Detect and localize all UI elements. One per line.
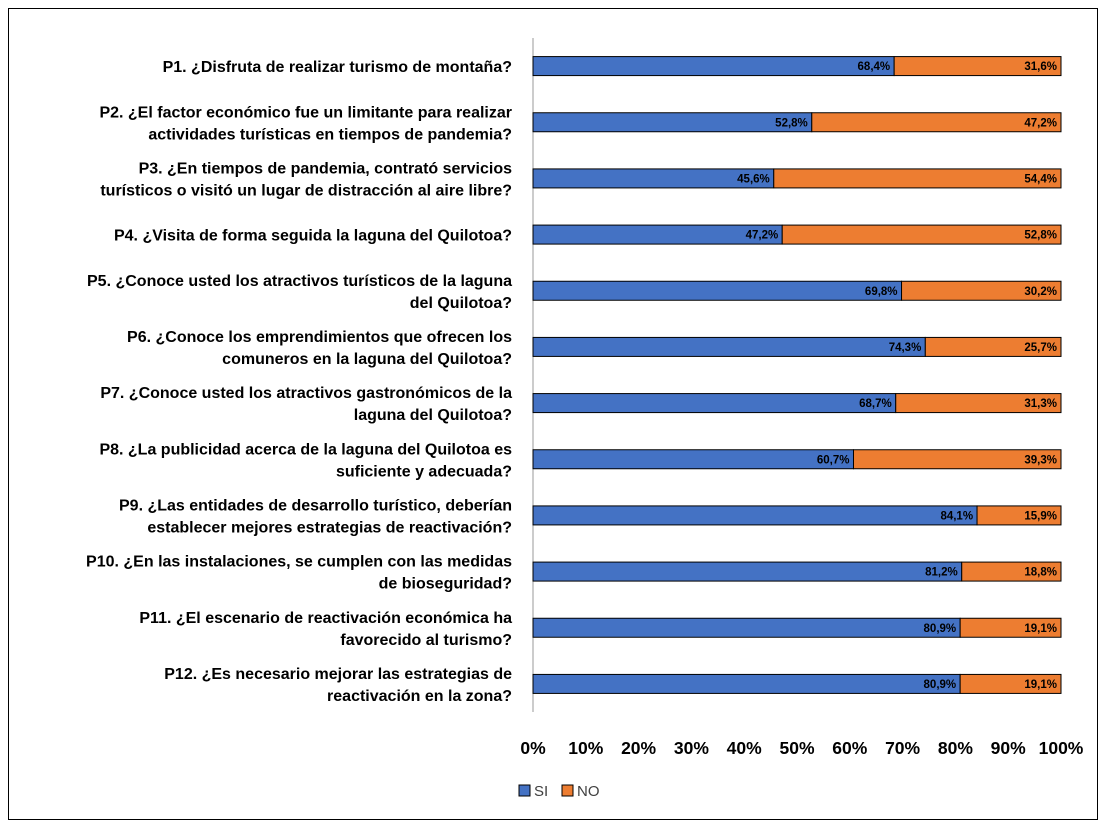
category-label: comuneros en la laguna del Quilotoa? xyxy=(222,351,512,368)
category-label: de bioseguridad? xyxy=(379,576,512,593)
category-label: P4. ¿Visita de forma seguida la laguna d… xyxy=(114,228,512,245)
x-tick-label: 30% xyxy=(674,738,709,758)
data-label-no: 25,7% xyxy=(1024,342,1057,354)
x-tick-label: 40% xyxy=(727,738,762,758)
category-label: favorecido al turismo? xyxy=(340,632,512,649)
x-tick-label: 10% xyxy=(568,738,603,758)
data-label-no: 30,2% xyxy=(1024,286,1057,298)
data-label-no: 47,2% xyxy=(1024,117,1057,129)
data-label-no: 54,4% xyxy=(1024,173,1057,185)
x-tick-label: 20% xyxy=(621,738,656,758)
data-label-no: 31,6% xyxy=(1024,61,1057,73)
category-label: P2. ¿El factor económico fue un limitant… xyxy=(99,104,512,121)
x-tick-label: 100% xyxy=(1039,738,1084,758)
category-label: del Quilotoa? xyxy=(410,295,512,312)
bar-no xyxy=(774,169,1061,188)
data-label-si: 47,2% xyxy=(746,230,779,242)
legend-swatch-si xyxy=(519,785,530,796)
x-tick-label: 80% xyxy=(938,738,973,758)
category-label: actividades turísticas en tiempos de pan… xyxy=(148,126,512,143)
category-label: establecer mejores estrategias de reacti… xyxy=(147,519,512,536)
category-label: turísticos o visitó un lugar de distracc… xyxy=(100,182,512,199)
x-tick-label: 60% xyxy=(832,738,867,758)
category-label: P1. ¿Disfruta de realizar turismo de mon… xyxy=(163,59,512,76)
category-label: P5. ¿Conoce usted los atractivos turísti… xyxy=(87,273,512,290)
bar-si xyxy=(533,394,896,413)
legend-label-si: SI xyxy=(534,783,548,800)
data-label-no: 52,8% xyxy=(1024,230,1057,242)
category-label: P11. ¿El escenario de reactivación econó… xyxy=(139,610,512,627)
bar-si xyxy=(533,618,960,637)
x-tick-label: 90% xyxy=(991,738,1026,758)
bar-si xyxy=(533,450,853,469)
bar-no xyxy=(782,225,1061,244)
data-label-si: 80,9% xyxy=(924,679,957,691)
data-label-si: 80,9% xyxy=(924,623,957,635)
bar-si xyxy=(533,337,925,356)
category-label: P6. ¿Conoce los emprendimientos que ofre… xyxy=(127,329,512,346)
bar-si xyxy=(533,674,960,693)
bar-si xyxy=(533,506,977,525)
data-label-no: 19,1% xyxy=(1024,679,1057,691)
category-label: P10. ¿En las instalaciones, se cumplen c… xyxy=(86,554,512,571)
category-label: suficiente y adecuada? xyxy=(336,463,512,480)
legend-swatch-no xyxy=(562,785,573,796)
data-label-si: 81,2% xyxy=(925,567,958,579)
category-label: P9. ¿Las entidades de desarrollo turísti… xyxy=(119,497,512,514)
bar-si xyxy=(533,562,962,581)
data-label-no: 15,9% xyxy=(1024,510,1057,522)
data-label-si: 84,1% xyxy=(940,510,973,522)
bar-si xyxy=(533,57,894,76)
bar-si xyxy=(533,113,812,132)
legend-label-no: NO xyxy=(577,783,600,800)
category-label: P7. ¿Conoce usted los atractivos gastron… xyxy=(100,385,512,402)
data-label-no: 18,8% xyxy=(1024,567,1057,579)
data-label-si: 69,8% xyxy=(865,286,898,298)
data-label-si: 52,8% xyxy=(775,117,808,129)
data-label-no: 19,1% xyxy=(1024,623,1057,635)
x-tick-label: 70% xyxy=(885,738,920,758)
data-label-si: 68,7% xyxy=(859,398,892,410)
data-label-si: 45,6% xyxy=(737,173,770,185)
category-label: P12. ¿Es necesario mejorar las estrategi… xyxy=(164,666,512,683)
bar-si xyxy=(533,281,902,300)
data-label-si: 68,4% xyxy=(858,61,891,73)
data-label-no: 39,3% xyxy=(1024,454,1057,466)
x-tick-label: 0% xyxy=(520,738,546,758)
category-label: P8. ¿La publicidad acerca de la laguna d… xyxy=(99,441,512,458)
data-label-no: 31,3% xyxy=(1024,398,1057,410)
x-tick-label: 50% xyxy=(779,738,814,758)
category-label: P3. ¿En tiempos de pandemia, contrató se… xyxy=(139,160,513,177)
data-label-si: 60,7% xyxy=(817,454,850,466)
category-label: laguna del Quilotoa? xyxy=(354,407,512,424)
category-label: reactivación en la zona? xyxy=(327,688,512,705)
data-label-si: 74,3% xyxy=(889,342,922,354)
